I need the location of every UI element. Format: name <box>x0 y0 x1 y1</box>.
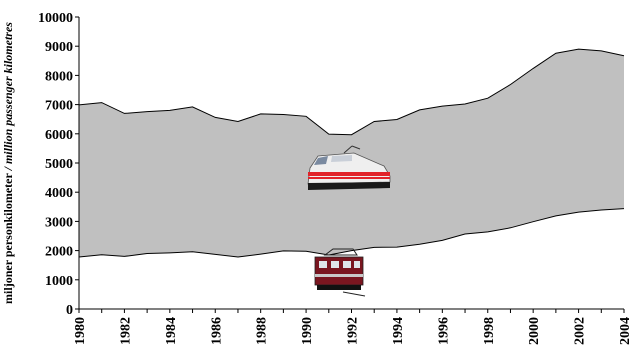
y-axis-label: miljoner personkilometer / million passe… <box>1 22 15 304</box>
locomotive-icon <box>314 248 366 297</box>
x-tick-label: 1998 <box>482 317 497 345</box>
y-tick-label: 9000 <box>45 40 73 55</box>
y-tick-label: 4000 <box>45 186 73 201</box>
x-tick-label: 1988 <box>255 317 270 345</box>
x-tick-label: 1996 <box>436 317 451 345</box>
x-tick-label: 1984 <box>164 317 179 345</box>
y-tick-label: 6000 <box>45 128 73 143</box>
high-speed-train-icon <box>307 145 391 190</box>
x-tick-label: 1980 <box>73 317 88 345</box>
y-tick-label: 5000 <box>45 157 73 172</box>
y-axis: 0 1000 2000 3000 4000 5000 6000 7000 8000 9000 100… <box>1 11 80 318</box>
x-tick-label: 2002 <box>573 317 588 345</box>
series-line-0 <box>78 208 625 258</box>
series-line-1 <box>78 48 625 136</box>
x-tick-label: 1986 <box>209 317 224 345</box>
x-tick-label: 2004 <box>618 317 631 345</box>
x-tick-label: 1994 <box>391 317 406 345</box>
y-tick-label: 8000 <box>45 69 73 84</box>
y-tick-label: 2000 <box>45 245 73 260</box>
x-tick-label: 1990 <box>300 317 315 345</box>
x-tick-label: 1992 <box>346 317 361 345</box>
x-tick-label: 2000 <box>527 317 542 345</box>
y-tick-label: 1000 <box>45 274 73 289</box>
y-tick-label: 10000 <box>38 11 73 26</box>
y-tick-label: 0 <box>66 303 73 318</box>
y-tick-label: 7000 <box>45 99 73 114</box>
y-tick-label: 3000 <box>45 215 73 230</box>
x-axis: 1980 1982 1984 1986 1988 1990 1992 1994 1996 1998… <box>73 308 631 345</box>
x-tick-label: 1982 <box>118 317 133 345</box>
